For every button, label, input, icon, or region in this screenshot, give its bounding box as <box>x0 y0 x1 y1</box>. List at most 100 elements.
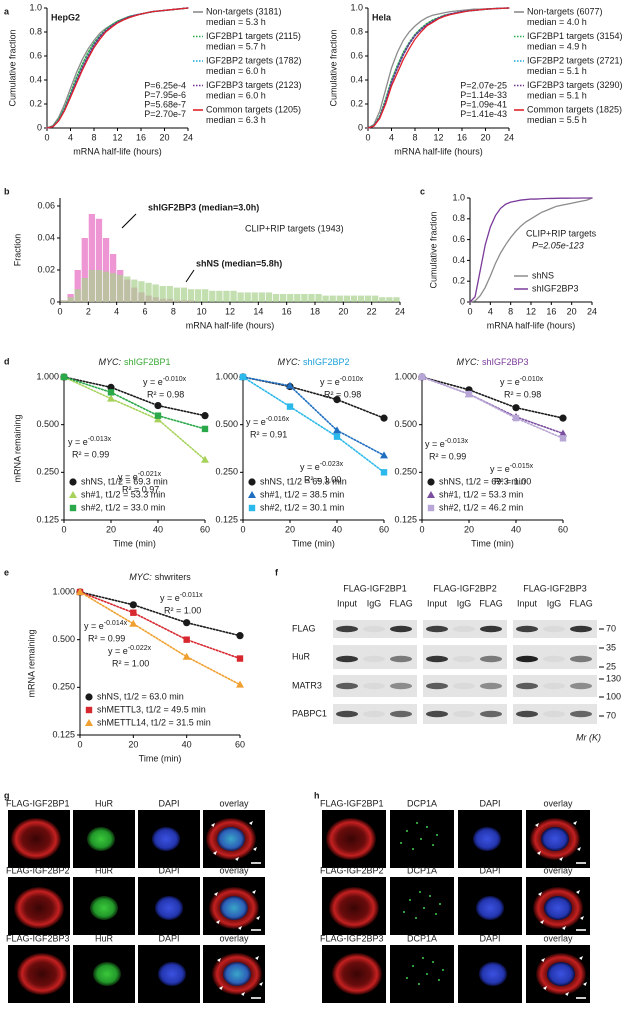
y-axis-label: mRNA remaining <box>12 414 22 482</box>
y-axis-label: mRNA remaining <box>26 629 36 697</box>
arrowhead <box>249 821 253 825</box>
p-value: P=1.41e-43 <box>460 109 507 119</box>
histogram-bar <box>294 294 301 302</box>
marker-label: 25 <box>606 661 616 671</box>
arrowhead <box>537 851 541 855</box>
x-tick-label: 0 <box>77 739 82 749</box>
puncta <box>438 979 440 981</box>
legend-label: shNS, t1/2 = 69.3 min <box>439 476 526 486</box>
puncta <box>439 903 441 905</box>
cell-cytoplasm <box>14 887 64 929</box>
y-tick-label: 0 <box>358 122 363 132</box>
histogram-bar <box>357 295 365 302</box>
histogram-bar <box>329 295 336 302</box>
x-tick-label: 4 <box>389 132 394 142</box>
blot-band <box>426 625 448 633</box>
y-tick-label: 0.250 <box>36 467 59 477</box>
arrowhead <box>535 823 539 827</box>
x-axis-label: Time (min) <box>471 538 514 548</box>
histogram-bar <box>272 294 280 302</box>
histogram-bar <box>350 295 358 302</box>
p-value: P=1.09e-41 <box>460 100 507 110</box>
puncta <box>400 842 402 844</box>
data-point <box>559 429 567 437</box>
histogram-bar <box>251 292 258 302</box>
lane-label: FLAG <box>389 598 413 608</box>
nucleus-stain <box>541 827 569 851</box>
nucleus-stain <box>90 896 118 920</box>
x-tick-label: 20 <box>338 306 348 316</box>
fit-equation: y = e-0.023x <box>300 461 344 473</box>
series-line <box>242 376 385 419</box>
blot-band <box>453 625 475 633</box>
x-tick-label: 14 <box>253 306 263 316</box>
cell-cytoplasm <box>17 953 67 995</box>
arrowhead <box>213 851 217 855</box>
x-tick-label: 16 <box>546 306 556 316</box>
x-tick-label: 20 <box>128 739 138 749</box>
x-tick-label: 24 <box>395 306 405 316</box>
legend-label: shNS (median=5.8h) <box>196 258 282 268</box>
data-point <box>201 425 209 433</box>
p-value: P=2.07e-25 <box>460 80 507 90</box>
histogram-bar <box>166 286 173 302</box>
equation-base: y = e <box>320 377 340 387</box>
channel-label: HuR <box>95 933 114 943</box>
blot-band <box>363 710 385 718</box>
x-tick-label: 40 <box>182 739 192 749</box>
equation-exponent: -0.015x <box>510 463 534 470</box>
blot-band <box>426 682 448 690</box>
histogram-bar <box>301 294 308 302</box>
arrowhead <box>252 890 256 894</box>
x-tick-label: 12 <box>225 306 235 316</box>
histogram-bar <box>194 289 202 302</box>
series-line <box>63 376 206 417</box>
legend-swatch <box>69 491 77 498</box>
channel-label: overlay <box>543 933 573 943</box>
arrowhead <box>577 847 581 851</box>
data-point <box>107 394 115 402</box>
blot-row-label: FLAG <box>292 623 316 633</box>
channel-label: FLAG-IGF2BP1 <box>6 798 70 808</box>
blot-band <box>453 655 475 663</box>
data-point <box>201 455 209 463</box>
arrowhead <box>235 857 239 861</box>
histogram-bar <box>138 281 145 302</box>
histogram-bar <box>152 284 159 302</box>
lane-label: IgG <box>547 598 562 608</box>
blot-band <box>480 682 502 690</box>
equation-base: y = e <box>143 377 163 387</box>
arrowhead <box>238 926 242 930</box>
y-tick-label: 0.8 <box>350 26 363 36</box>
puncta <box>432 961 434 963</box>
legend-label: Common targets (1825) <box>527 104 622 114</box>
equation-base: y = e <box>118 472 138 482</box>
y-tick-label: 0 <box>50 296 55 306</box>
x-tick-label: 12 <box>433 132 443 142</box>
histogram-bar <box>237 292 244 302</box>
y-tick-label: 0.500 <box>215 419 238 429</box>
nucleus-stain <box>87 827 115 851</box>
fit-r2: R² = 1.00 <box>304 474 341 484</box>
data-point <box>236 680 244 688</box>
annotation: P=2.05e-123 <box>532 240 584 250</box>
chart-title: MYC: shIGF2BP1 <box>98 357 170 367</box>
data-point <box>129 601 137 609</box>
legend-median: median = 6.3 h <box>206 115 266 125</box>
y-tick-label: 0.500 <box>394 419 417 429</box>
chart-title: MYC: shwriters <box>129 572 191 582</box>
arrowhead <box>214 892 218 896</box>
nucleus-stain <box>476 896 504 920</box>
annotation: CLIP+RIP targets (1943) <box>245 223 344 233</box>
arrowhead <box>538 892 542 896</box>
puncta <box>420 838 422 840</box>
histogram-bar <box>308 294 315 302</box>
blot-group-label: FLAG-IGF2BP3 <box>523 583 587 593</box>
histogram-bar <box>364 295 372 302</box>
blot-strip <box>423 620 507 638</box>
blot-band <box>426 655 448 663</box>
fit-r2: R² = 0.99 <box>429 451 466 461</box>
arrowhead <box>211 823 215 827</box>
fit-equation: y = e-0.011x <box>160 592 203 604</box>
data-point <box>559 435 567 442</box>
